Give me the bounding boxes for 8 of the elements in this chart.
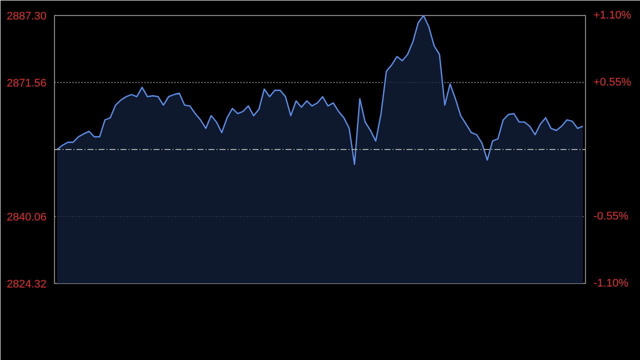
- y2-tick-label: +1.10%: [594, 10, 632, 22]
- y2-tick-label: -1.10%: [594, 278, 629, 290]
- y-tick-label: 2871.56: [6, 77, 47, 90]
- y2-tick-label: -0.55%: [594, 210, 629, 222]
- y2-tick-label: +0.55%: [594, 76, 632, 88]
- y-tick-label: 2840.06: [6, 212, 47, 224]
- y-tick-label: 2824.32: [6, 278, 47, 290]
- y-tick-label: 2887.30: [6, 10, 47, 22]
